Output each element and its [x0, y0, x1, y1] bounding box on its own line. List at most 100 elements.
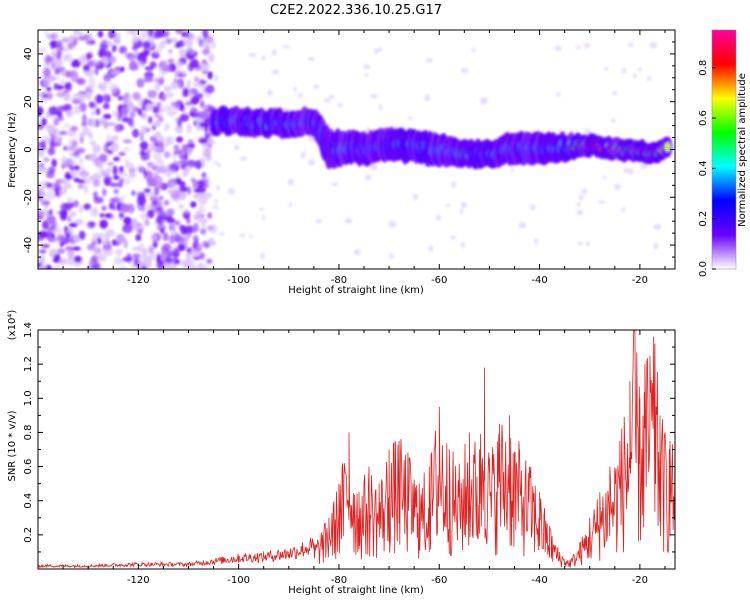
noise-blob — [129, 111, 136, 119]
noise-blob — [143, 77, 154, 83]
noise-blob — [207, 212, 213, 219]
noise-blob — [123, 146, 130, 153]
noise-blob — [142, 50, 149, 58]
noise-blob — [62, 181, 72, 188]
noise-blob — [69, 211, 77, 217]
spectrogram-y-axis-label: Frequency (Hz) — [7, 112, 18, 188]
faint-blob — [518, 222, 526, 229]
noise-blob — [195, 92, 204, 100]
noise-blob — [167, 58, 175, 64]
noise-blob — [123, 238, 128, 249]
noise-blob — [113, 257, 123, 265]
faint-blob — [370, 163, 378, 171]
noise-blob — [89, 258, 98, 266]
noise-blob — [175, 235, 184, 244]
noise-blob — [186, 147, 193, 156]
noise-blob — [62, 54, 69, 60]
noise-blob — [101, 205, 107, 211]
noise-blob — [166, 218, 176, 224]
noise-blob — [92, 174, 97, 181]
faint-blob — [614, 183, 621, 191]
noise-blob — [56, 91, 66, 98]
spectrogram-ticks: -120 -100 -80 -60 -40 -20 -40 -20 0 20 40 — [23, 29, 675, 286]
faint-blob — [353, 249, 361, 255]
noise-blob — [182, 235, 188, 245]
noise-blob — [88, 132, 93, 139]
faint-blob — [445, 203, 451, 207]
noise-blob — [41, 117, 47, 127]
noise-blob — [38, 181, 47, 192]
noise-blob — [168, 49, 173, 54]
faint-blob — [598, 200, 605, 204]
noise-blob — [106, 122, 116, 127]
noise-blob — [183, 208, 189, 214]
noise-blob — [68, 222, 78, 228]
noise-blob — [208, 53, 215, 63]
faint-blob — [388, 220, 397, 228]
noise-blob — [111, 44, 117, 53]
noise-blob — [182, 108, 187, 115]
noise-blob — [137, 195, 147, 206]
faint-blob — [233, 144, 240, 151]
noise-blob — [153, 120, 162, 127]
noise-blob — [81, 113, 87, 124]
noise-blob — [175, 41, 182, 48]
noise-blob — [110, 135, 119, 142]
faint-blob — [577, 241, 584, 246]
noise-blob — [179, 113, 190, 122]
noise-blob — [65, 232, 71, 238]
noise-blob — [200, 157, 206, 164]
noise-blob — [71, 61, 81, 68]
noise-blob — [81, 121, 88, 127]
noise-blob — [203, 192, 213, 199]
noise-blob — [202, 150, 210, 158]
noise-blob — [193, 187, 201, 194]
noise-blob — [77, 179, 86, 184]
spectrogram-heatmap — [38, 30, 673, 269]
noise-blob — [157, 115, 164, 123]
noise-blob — [48, 106, 59, 116]
faint-blob — [377, 47, 383, 52]
noise-blob — [167, 188, 173, 195]
noise-blob — [43, 157, 50, 163]
noise-blob — [132, 128, 140, 138]
noise-blob — [156, 159, 165, 164]
faint-blob — [646, 76, 652, 81]
noise-blob — [161, 39, 167, 45]
faint-blob — [584, 128, 591, 134]
noise-blob — [73, 150, 81, 156]
noise-blob — [95, 233, 105, 239]
noise-blob — [189, 111, 195, 117]
spectrogram-panel: -120 -100 -80 -60 -40 -20 -40 -20 0 20 40 Height o… — [7, 29, 676, 296]
noise-blob — [126, 252, 132, 261]
noise-blob — [38, 47, 47, 53]
faint-blob — [639, 163, 647, 169]
noise-blob — [78, 30, 84, 37]
colorbar: 0.0 0.2 0.4 0.6 0.8 Normalized spectral ampl… — [698, 29, 748, 277]
noise-blob — [179, 103, 185, 112]
noise-blob — [169, 225, 178, 235]
noise-blob — [82, 177, 92, 185]
noise-blob — [79, 136, 84, 144]
faint-blob — [239, 156, 248, 161]
faint-blob — [308, 56, 315, 62]
noise-blob — [165, 136, 171, 144]
noise-blob — [137, 227, 143, 236]
noise-blob — [148, 245, 154, 254]
faint-blob — [271, 49, 277, 56]
noise-blob — [65, 44, 70, 53]
noise-blob — [175, 177, 181, 185]
noise-blob — [63, 93, 71, 102]
faint-blob — [214, 198, 219, 204]
noise-blob — [207, 237, 215, 245]
noise-blob — [77, 184, 85, 189]
noise-blob — [135, 234, 142, 242]
faint-blob — [603, 66, 609, 71]
noise-blob — [118, 177, 124, 185]
noise-blob — [163, 151, 171, 159]
noise-blob — [102, 102, 110, 110]
noise-blob — [103, 144, 109, 153]
noise-blob — [113, 175, 120, 180]
noise-blob — [84, 92, 92, 100]
noise-blob — [158, 78, 164, 86]
